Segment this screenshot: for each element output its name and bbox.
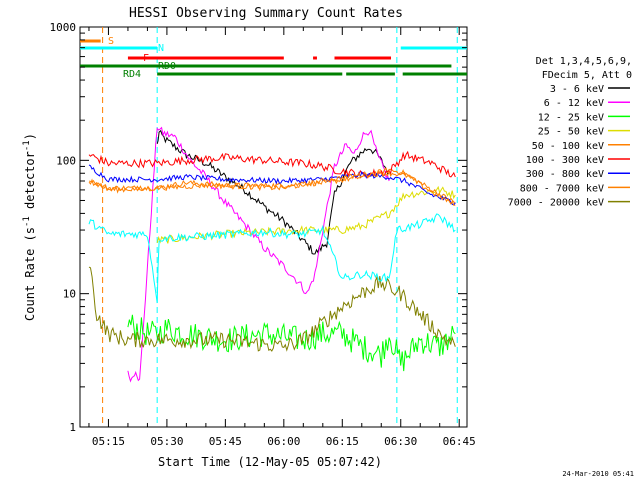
x-tick-label: 05:15 xyxy=(92,435,125,448)
flag-label-f: F xyxy=(143,53,149,64)
y-tick-label: 10 xyxy=(63,288,76,301)
series-line-unlabeled xyxy=(88,213,456,304)
flag-bars: S NF RD0 RD4 xyxy=(80,36,467,80)
series-line-7000-20000-kev xyxy=(88,266,456,352)
flag-label-s: S xyxy=(108,36,114,47)
series-line-300-800-kev xyxy=(88,164,456,206)
series-line-25-50-kev xyxy=(156,185,456,244)
legend-label-25-50-kev: 25 - 50 keV xyxy=(538,127,604,138)
legend-label-300-800-kev: 300 - 800 keV xyxy=(526,169,604,180)
plot-area: S NF RD0 RD4 xyxy=(79,26,468,428)
legend-header-line-2: FDecim 5, Att 0 xyxy=(542,70,632,81)
legend-label-800-7000-kev: 800 - 7000 keV xyxy=(520,183,604,194)
legend-label-3-6-kev: 3 - 6 keV xyxy=(550,84,604,95)
series-line-100-300-kev xyxy=(88,150,456,179)
legend-label-100-300-kev: 100 - 300 keV xyxy=(526,155,604,166)
legend-header-line-1: Det 1,3,4,5,6,9, xyxy=(536,56,632,67)
series-lines xyxy=(88,126,456,383)
x-axis: 05:15 05:30 05:45 06:00 06:15 06:30 06:45 xyxy=(88,27,476,448)
y-tick-label: 100 xyxy=(56,154,76,167)
x-tick-label: 06:00 xyxy=(267,435,300,448)
legend-label-6-12-kev: 6 - 12 keV xyxy=(544,98,604,109)
y-axis: 1 10 100 1000 xyxy=(50,21,467,434)
series-line-6-12-kev xyxy=(127,126,390,383)
legend: Det 1,3,4,5,6,9, FDecim 5, Att 0 3 - 6 k… xyxy=(508,56,632,209)
legend-label-50-100-kev: 50 - 100 keV xyxy=(532,141,604,152)
y-tick-label: 1 xyxy=(69,421,76,434)
flag-label-n: N xyxy=(158,43,164,54)
x-tick-label: 05:30 xyxy=(150,435,183,448)
x-tick-label: 06:15 xyxy=(326,435,359,448)
y-tick-label: 1000 xyxy=(50,21,77,34)
x-axis-label: Start Time (12-May-05 05:07:42) xyxy=(158,455,382,469)
x-tick-label: 06:30 xyxy=(384,435,417,448)
series-line-800-7000-kev xyxy=(88,169,456,206)
legend-label-7000-20000-kev: 7000 - 20000 keV xyxy=(508,198,604,209)
series-line-3-6-kev xyxy=(156,129,390,255)
x-tick-label: 06:45 xyxy=(443,435,476,448)
series-line-50-100-kev xyxy=(88,167,456,204)
chart-title: HESSI Observing Summary Count Rates xyxy=(129,6,403,21)
legend-label-12-25-kev: 12 - 25 keV xyxy=(538,112,604,123)
x-tick-label: 05:45 xyxy=(209,435,242,448)
flag-label-rd0: RD0 xyxy=(158,61,176,72)
plot-frame xyxy=(79,26,468,428)
series-line-12-25-kev xyxy=(127,314,456,372)
flag-label-rd4: RD4 xyxy=(123,69,141,80)
y-axis-label: Count Rate (s-1 detector-1) xyxy=(22,133,37,321)
footer-timestamp: 24-Mar-2010 05:41 xyxy=(562,470,634,478)
